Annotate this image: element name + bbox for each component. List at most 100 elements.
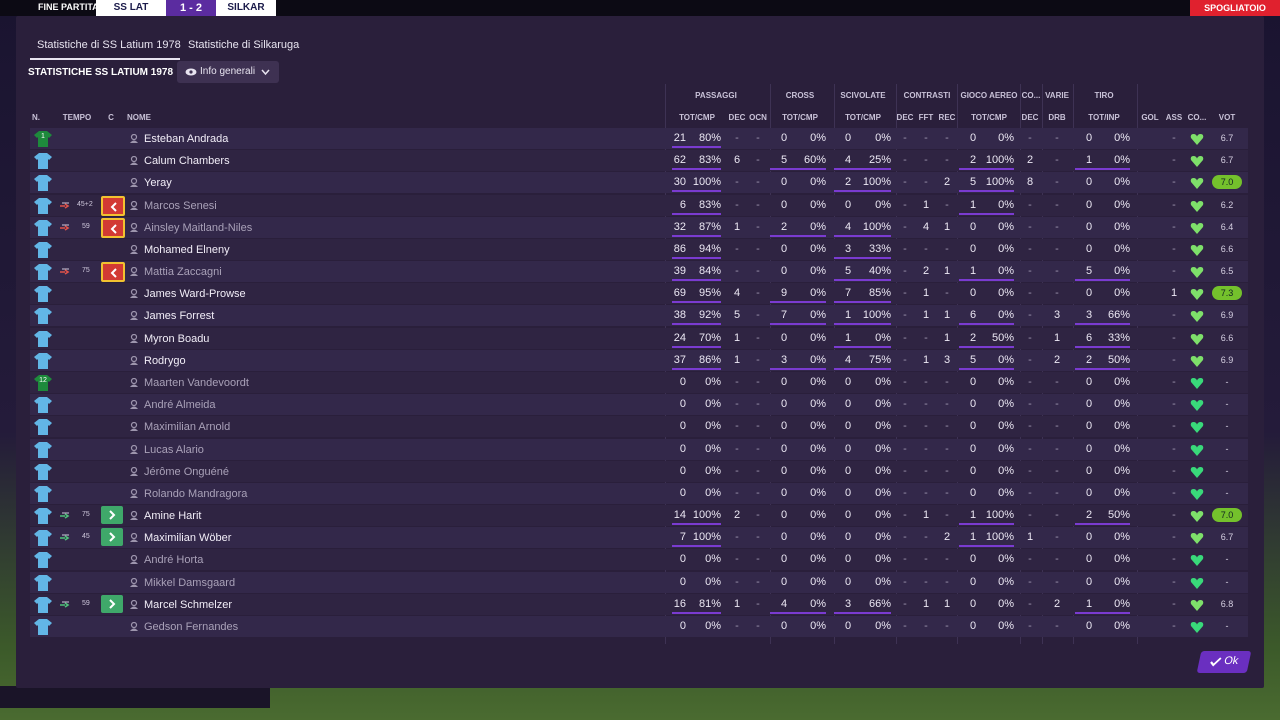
player-name[interactable]: Myron Boadu xyxy=(144,332,210,345)
dressing-room-button[interactable]: SPOGLIATOIO xyxy=(1190,0,1280,16)
substitution-button[interactable] xyxy=(101,594,123,613)
player-name[interactable]: Marcos Senesi xyxy=(144,199,217,212)
player-name[interactable]: Ainsley Maitland-Niles xyxy=(144,221,253,234)
stat-bar xyxy=(959,345,1014,348)
person-icon xyxy=(130,289,138,299)
column-header: REC xyxy=(938,113,956,122)
dropdown[interactable]: Info generali xyxy=(177,61,279,83)
stat-cell: - xyxy=(1055,375,1059,388)
sub-minute: 59 xyxy=(82,599,90,607)
stat-bar xyxy=(959,367,1014,370)
stat-cell: 0% xyxy=(998,442,1014,455)
condition-heart xyxy=(1190,333,1204,345)
stat-cell: 2 xyxy=(1085,509,1093,522)
column-header: CO... xyxy=(1187,113,1207,122)
shirt-icon xyxy=(34,374,52,391)
shirt-icon xyxy=(34,397,52,414)
player-name[interactable]: Maarten Vandevoordt xyxy=(144,376,249,389)
player-name[interactable]: Esteban Andrada xyxy=(144,133,229,145)
stat-cell: 0% xyxy=(998,309,1014,322)
stat-cell: 0% xyxy=(998,398,1014,411)
rating: - xyxy=(1225,576,1229,587)
stat-cell: - xyxy=(1172,198,1176,211)
stat-bar xyxy=(834,301,891,304)
rating: 6.7 xyxy=(1220,133,1234,143)
player-name[interactable]: Jérôme Onguéné xyxy=(144,465,229,478)
player-name[interactable]: Gedson Fernandes xyxy=(144,620,239,633)
stat-cell: 40% xyxy=(868,265,891,278)
stat-bar xyxy=(1075,611,1130,614)
stat-cell: 0 xyxy=(679,398,686,411)
shirt-icon xyxy=(34,552,52,569)
stat-cell: 0 xyxy=(844,375,852,388)
stat-cell: 2 xyxy=(943,531,951,544)
substitution-button[interactable] xyxy=(101,195,125,216)
player-name[interactable]: James Forrest xyxy=(144,310,215,323)
arrow-icon xyxy=(109,532,116,542)
column-header: DEC xyxy=(1021,113,1039,122)
shirt-icon xyxy=(34,153,52,170)
substitution-button[interactable] xyxy=(101,506,123,525)
stat-cell: 2 xyxy=(780,220,788,233)
condition-heart xyxy=(1190,267,1204,279)
stat-cell: - xyxy=(735,265,739,278)
player-row: 45+2 Marcos Senesi 6 83% - -0 0% 0 0% -1-1 0% - -0 0%… xyxy=(30,194,1248,216)
stat-cell: 0% xyxy=(1114,198,1130,211)
stat-cell: 0 xyxy=(780,442,788,455)
sub-minute: 59 xyxy=(82,222,90,230)
condition-heart xyxy=(1190,134,1204,145)
stat-cell: 0% xyxy=(875,553,891,566)
player-name[interactable]: Amine Harit xyxy=(144,510,202,523)
player-name[interactable]: Maximilian Arnold xyxy=(144,421,231,434)
stat-cell: 0% xyxy=(1114,420,1130,433)
tab[interactable]: Statistiche di SS Latium 1978 xyxy=(37,39,181,51)
player-name[interactable]: André Almeida xyxy=(144,399,216,412)
stat-cell: 0 xyxy=(1085,287,1093,300)
stat-cell: 0 xyxy=(969,220,977,233)
stat-cell: 0 xyxy=(780,553,788,566)
stat-cell: 0 xyxy=(1085,375,1093,388)
player-name[interactable]: Maximilian Wöber xyxy=(144,532,232,545)
column-header: TOT/CMP xyxy=(971,113,1007,122)
stat-cell: - xyxy=(735,398,739,411)
player-name[interactable]: Marcel Schmelzer xyxy=(144,598,233,611)
stat-cell: 83% xyxy=(698,198,721,211)
player-name[interactable]: Rolando Mandragora xyxy=(144,487,248,500)
stat-cell: - xyxy=(756,265,760,278)
stat-cell: 62 xyxy=(673,154,686,167)
player-name[interactable]: Mattia Zaccagni xyxy=(144,266,222,279)
player-name[interactable]: Lucas Alario xyxy=(144,443,204,456)
stat-cell: 0 xyxy=(844,531,852,544)
substitution-button[interactable] xyxy=(101,217,125,238)
condition-heart xyxy=(1190,599,1204,611)
stat-cell: 0 xyxy=(780,398,788,411)
stat-bar xyxy=(834,279,891,282)
stat-cell: 0 xyxy=(679,464,686,477)
stat-cell: - xyxy=(1055,287,1059,300)
stat-cell: 0 xyxy=(780,486,788,499)
player-name[interactable]: James Ward-Prowse xyxy=(144,288,246,301)
player-name[interactable]: Mohamed Elneny xyxy=(144,243,230,256)
stat-cell: - xyxy=(756,442,760,455)
stat-bar xyxy=(1075,279,1130,282)
player-name[interactable]: Yeray xyxy=(144,177,172,190)
stat-cell: 5 xyxy=(1085,265,1093,278)
stat-cell: 0% xyxy=(875,442,891,455)
ok-button[interactable]: Ok xyxy=(1196,651,1252,673)
player-row: Myron Boadu 24 70% 1-0 0% 1 0% - -1 2 50% -1 6 33% -6.… xyxy=(30,327,1248,349)
player-name[interactable]: André Horta xyxy=(144,554,204,567)
substitution-button[interactable] xyxy=(101,528,123,547)
player-name[interactable]: Mikkel Damsgaard xyxy=(144,576,236,589)
stat-cell: 5 xyxy=(780,154,788,167)
stat-cell: - xyxy=(756,398,760,411)
substitution-button[interactable] xyxy=(101,262,125,283)
shirt-icon xyxy=(34,485,52,502)
stat-cell: - xyxy=(924,242,928,255)
player-name[interactable]: Calum Chambers xyxy=(144,155,230,168)
player-name[interactable]: Rodrygo xyxy=(144,354,186,367)
stat-cell: 0 xyxy=(969,597,977,610)
stat-cell: - xyxy=(756,353,760,366)
stat-cell: 0% xyxy=(1114,220,1130,233)
tab[interactable]: Statistiche di Silkaruga xyxy=(188,39,300,51)
stat-cell: - xyxy=(903,442,907,455)
